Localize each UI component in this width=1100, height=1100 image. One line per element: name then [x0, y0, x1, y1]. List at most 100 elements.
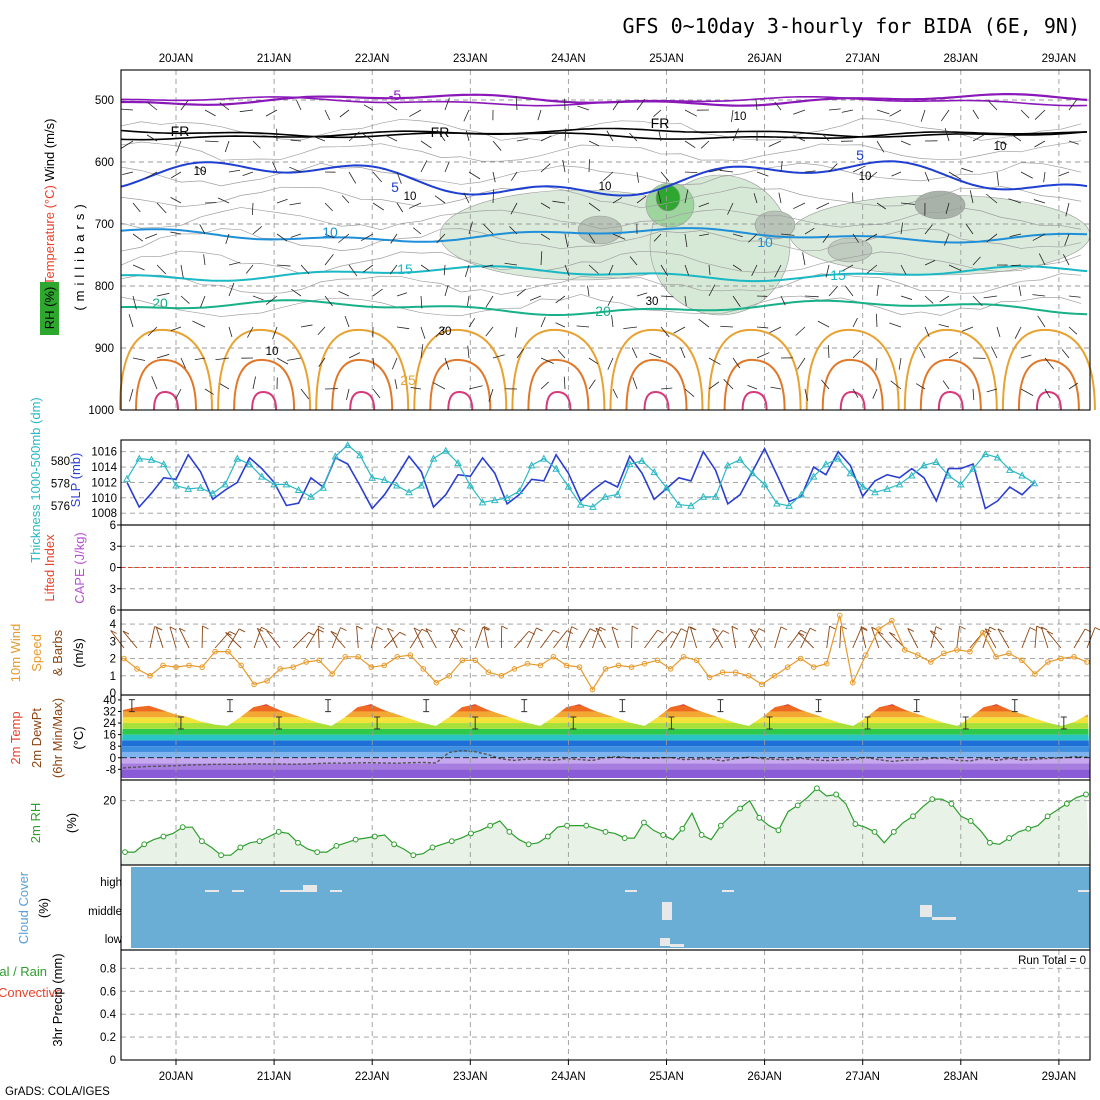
wind10-barb-flag: [1046, 630, 1054, 635]
thickness-marker: [282, 480, 291, 488]
wind-barb: [986, 233, 998, 243]
wind-barb: [391, 357, 398, 370]
wind10-barb: [149, 626, 156, 649]
wind10-barb-flag: [330, 630, 338, 635]
wind-barb: [180, 295, 190, 304]
wind-barb: [488, 388, 494, 402]
wind-barb: [300, 388, 310, 400]
wind10-barb: [227, 628, 240, 649]
wind-barb: [504, 262, 518, 266]
rh-contour-label: 10: [194, 166, 207, 178]
wind-barb: [588, 140, 600, 147]
x-tick-label: 24JAN: [551, 1071, 586, 1083]
wind-barb: [1068, 99, 1077, 111]
wind-barb: [228, 326, 233, 337]
minmax-marker: [668, 716, 675, 730]
wind10-barb-flag: [169, 626, 177, 631]
wind-barb: [348, 264, 358, 277]
wind-barb: [827, 345, 830, 359]
wind-barb: [396, 292, 408, 297]
wind-barb: [1032, 233, 1046, 241]
thickness-marker: [969, 464, 977, 472]
wind10-barb-flag: [261, 626, 268, 631]
rh2m-marker: [468, 830, 474, 837]
wind10-barb: [1040, 626, 1049, 649]
thickness-marker: [527, 461, 536, 469]
rh-contour: [120, 162, 1082, 187]
thickness-marker: [368, 473, 377, 481]
wind10m-panel: 0 1 2 3 4: [110, 609, 1100, 700]
wind10-barb: [800, 627, 811, 649]
wind-barb: [552, 200, 566, 204]
rh2m-marker: [1006, 835, 1013, 841]
wind-barb: [204, 140, 219, 143]
wind10-label-1: 10m Wind: [8, 624, 23, 683]
rh-axis-label: RH (%): [42, 287, 57, 330]
wind-barb: [708, 381, 720, 390]
wind-barb: [540, 316, 546, 328]
wind10-marker: [550, 654, 557, 660]
slp-tick-label: 1016: [91, 447, 117, 459]
rh2m-marker: [352, 836, 359, 843]
wind-barb: [272, 326, 278, 340]
wind10-marker: [941, 650, 947, 657]
wind10-barb-flag: [599, 626, 606, 631]
warm-contour: [643, 390, 670, 411]
warm-contour: [153, 390, 179, 411]
wind-barb: [774, 264, 782, 278]
wind10-barb-flag: [758, 628, 766, 632]
wind10-marker: [667, 666, 674, 672]
wind10-marker: [836, 612, 843, 619]
wind10-barb-flag: [671, 631, 679, 635]
wind-barb: [755, 99, 758, 111]
wind-barb: [485, 295, 494, 308]
thickness-marker: [858, 482, 867, 490]
wind-barb: [780, 161, 783, 173]
wind10-marker: [264, 678, 270, 684]
wind-barb: [132, 357, 146, 361]
warm-contour: [447, 390, 474, 411]
wind-barb: [195, 165, 206, 173]
wind10-barb-flag: [722, 630, 730, 634]
temp-color-band: [121, 734, 1090, 741]
thickness-marker: [343, 441, 352, 449]
cloud-bar: [662, 902, 672, 920]
wind10-marker: [186, 662, 192, 669]
x-tick-label: 22JAN: [355, 1071, 390, 1083]
wind-barb: [510, 202, 518, 215]
wind-barb: [658, 129, 662, 142]
temp-color-band: [121, 763, 1090, 770]
wind10-barb: [749, 628, 763, 649]
wind-barb: [845, 285, 854, 297]
wind-barb: [1018, 285, 1022, 297]
wind-barb: [919, 346, 926, 359]
warm-contour: [839, 390, 866, 411]
wind-barb: [778, 192, 782, 204]
li-tick-label: 6: [110, 520, 116, 532]
wind-barb: [156, 292, 170, 297]
warm-contour: [1035, 390, 1062, 411]
wind-barb: [623, 326, 638, 330]
wind-barb: [420, 295, 423, 309]
wind10-barb-flag: [458, 627, 466, 632]
wind10-marker: [407, 652, 414, 658]
wind10-marker: [576, 664, 583, 670]
x-tick-label: 20JAN: [159, 1071, 194, 1083]
wind-axis-label: Wind (m/s): [42, 119, 57, 182]
wind-barb: [660, 171, 670, 182]
wind-barb: [1058, 171, 1070, 177]
rh2m-marker: [775, 827, 782, 834]
wind10-barb: [1073, 628, 1086, 649]
wind-barb: [588, 357, 599, 365]
wind-barb: [396, 171, 402, 184]
wind-barb: [291, 288, 302, 297]
x-tick-label: 21JAN: [257, 1071, 292, 1083]
wind10-barb: [984, 628, 997, 649]
wind-tick-label: 3: [110, 636, 116, 648]
wind-barb: [289, 202, 302, 206]
wind10-barb-flag: [657, 629, 664, 634]
wind10-marker: [849, 679, 856, 686]
thickness-marker: [993, 453, 1002, 461]
rh2m-marker: [314, 849, 321, 855]
minmax-marker: [374, 716, 381, 730]
